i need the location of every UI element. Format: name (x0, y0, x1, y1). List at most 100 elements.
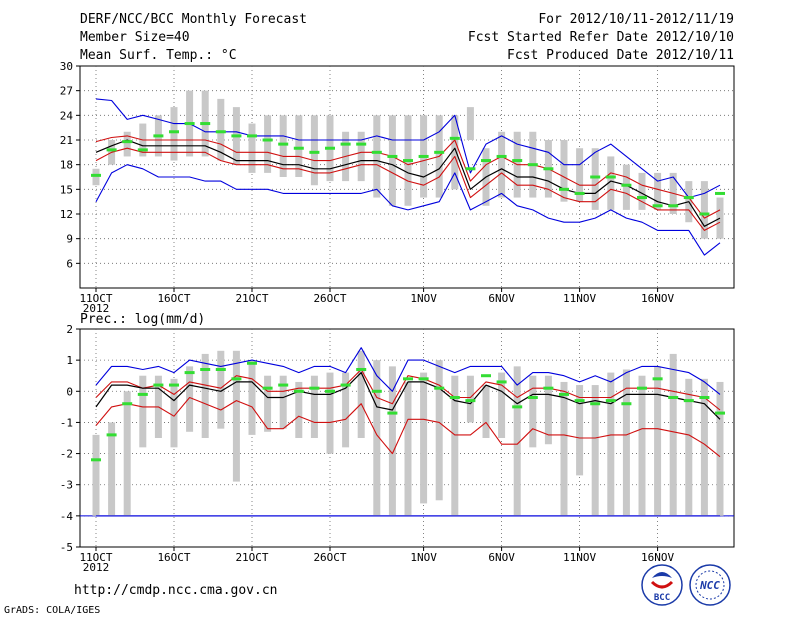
ensemble-box (435, 360, 443, 501)
ensemble-box (295, 381, 303, 438)
ensemble-box (451, 115, 459, 190)
y-tick-label: 27 (60, 85, 73, 98)
ensemble-box (466, 107, 474, 140)
y-tick-label: 2 (66, 323, 73, 336)
observed-marker (340, 383, 351, 387)
ensemble-mean-line (95, 139, 721, 227)
ensemble-box (357, 131, 365, 182)
x-tick-year-label: 2012 (83, 302, 110, 315)
x-tick-label: 21OCT (235, 292, 268, 305)
ensemble-box (248, 123, 256, 173)
observed-marker (278, 142, 289, 146)
observed-marker (356, 142, 367, 146)
observed-marker (418, 377, 429, 381)
observed-marker (699, 396, 710, 400)
ensemble-box (92, 168, 100, 186)
forecast-start-date: Fcst Started Refer Date 2012/10/10 (468, 30, 734, 45)
forecast-produced-date: Fcst Produced Date 2012/10/11 (507, 48, 734, 63)
observed-marker (153, 134, 164, 138)
ensemble-box (108, 422, 116, 516)
observed-marker (715, 191, 725, 195)
temp-panel-title: Mean Surf. Temp.: °C (80, 48, 237, 63)
ensemble-box (607, 372, 615, 516)
y-tick-label: -1 (60, 416, 73, 429)
x-tick-label: 6NOV (488, 551, 515, 564)
forecast-period: For 2012/10/11-2012/11/19 (538, 12, 734, 27)
observed-marker (543, 167, 554, 171)
ensemble-box (342, 372, 350, 448)
observed-marker (605, 175, 616, 179)
ensemble-box (123, 391, 131, 516)
y-tick-label: 9 (66, 233, 73, 246)
ensemble-box (310, 115, 318, 186)
observed-marker (278, 383, 289, 387)
observed-marker (512, 405, 523, 409)
x-tick-label: 16NOV (641, 551, 674, 564)
y-tick-label: 21 (60, 134, 73, 147)
observed-marker (527, 163, 538, 167)
spread-upper-line (95, 135, 721, 219)
y-tick-label: -4 (60, 510, 74, 523)
ensemble-box (279, 375, 287, 429)
ensemble-box (139, 375, 147, 448)
ensemble-box (700, 378, 708, 516)
ensemble-box (404, 381, 412, 516)
bcc-logo: BCC (641, 564, 683, 606)
observed-marker (637, 386, 647, 390)
ensemble-box (295, 115, 303, 177)
observed-marker (309, 150, 320, 154)
ncc-logo-inner-ring (695, 570, 725, 600)
ensemble-box (529, 375, 537, 448)
ensemble-box (186, 366, 194, 432)
ensemble-mean-line (95, 372, 721, 420)
observed-marker (496, 380, 507, 384)
observed-marker (481, 159, 491, 163)
observed-marker (262, 386, 273, 390)
observed-marker (169, 130, 179, 134)
ensemble-box (513, 366, 521, 516)
observed-marker (512, 159, 523, 163)
ncc-logo: NCC (689, 564, 731, 606)
prec-panel-title: Prec.: log(mm/d) (80, 312, 205, 327)
observed-marker (231, 377, 242, 381)
ensemble-box (326, 372, 334, 454)
observed-marker (200, 122, 211, 126)
observed-marker (340, 142, 351, 146)
y-tick-label: -2 (60, 448, 73, 461)
ensemble-box (622, 369, 630, 516)
ensemble-box (576, 385, 584, 476)
x-tick-label: 26OCT (313, 551, 346, 564)
ensemble-box (232, 350, 240, 482)
ensemble-box (654, 366, 662, 516)
observed-marker (184, 122, 195, 126)
observed-marker (106, 433, 117, 437)
y-tick-label: -5 (60, 541, 73, 554)
x-tick-label: 11NOV (563, 292, 596, 305)
observed-marker (543, 386, 554, 390)
ensemble-box (638, 375, 646, 516)
observed-marker (481, 374, 491, 378)
observed-marker (527, 396, 538, 400)
ensemble-box (388, 115, 396, 206)
ensemble-box (700, 181, 708, 239)
ensemble-box (373, 360, 381, 516)
ensemble-box (373, 115, 381, 198)
ensemble-box (201, 353, 209, 438)
observed-marker (137, 392, 148, 396)
x-tick-label: 26OCT (313, 292, 346, 305)
x-tick-label: 6NOV (488, 292, 515, 305)
website-url[interactable]: http://cmdp.ncc.cma.gov.cn (74, 583, 278, 598)
x-tick-label: 11OCT (79, 292, 112, 305)
ensemble-box (248, 360, 256, 435)
ensemble-box (716, 381, 724, 516)
observed-marker (215, 130, 226, 134)
ensemble-box (544, 375, 552, 445)
x-tick-label: 21OCT (235, 551, 268, 564)
ncc-logo-text: NCC (699, 579, 720, 592)
ensemble-box (264, 375, 272, 432)
y-tick-label: 6 (66, 257, 73, 270)
observed-marker (106, 148, 117, 152)
observed-marker (91, 173, 101, 177)
observed-marker (668, 396, 679, 400)
